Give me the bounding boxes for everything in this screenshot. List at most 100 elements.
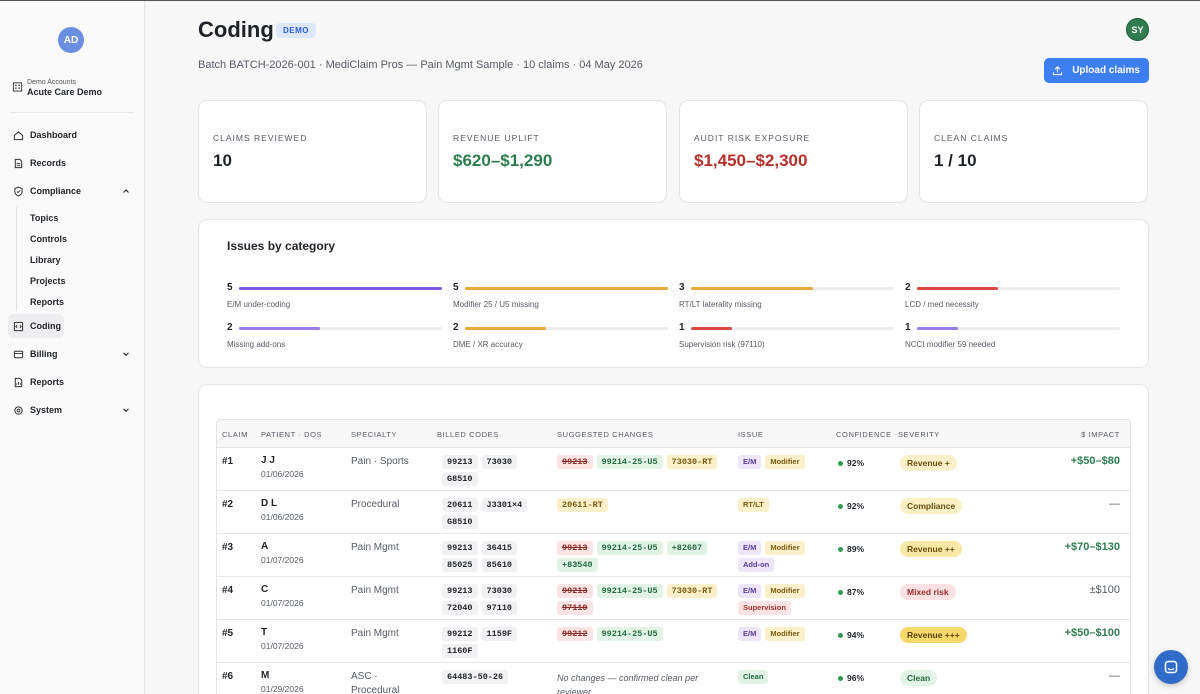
sidebar-subitem-projects[interactable]: Projects [30, 276, 66, 286]
sidebar-subitem-topics[interactable]: Topics [30, 213, 59, 223]
claims-table-card: CLAIM PATIENT · DOS SPECIALTY BILLED COD… [198, 384, 1149, 694]
issue-tag: Clean [738, 670, 769, 684]
billed-codes: 99212 1159F 1160F [442, 627, 552, 658]
issue-bar-fill [691, 327, 732, 330]
sidebar-subitem-library[interactable]: Library [30, 255, 61, 265]
sidebar-subitem-reports[interactable]: Reports [30, 297, 65, 307]
col-impact[interactable]: $ IMPACT [1081, 430, 1120, 439]
date-of-service: 01/07/2026 [261, 641, 304, 651]
issue-count: 5 [453, 282, 459, 293]
confidence: 87% [838, 587, 864, 597]
confidence: 92% [838, 458, 864, 468]
billed-code-chip: 64483-50-26 [442, 670, 509, 684]
batch-subtitle: Batch BATCH-2026-001 · MediClaim Pros — … [198, 59, 643, 71]
billed-code-chip: 1159F [481, 627, 518, 641]
specialty: Pain Mgmt [351, 628, 399, 639]
submenu-guide-line [16, 207, 17, 311]
issue-bar-track [917, 327, 1120, 330]
severity-badge: Revenue +++ [900, 627, 967, 643]
severity-badge: Compliance [900, 498, 963, 514]
stat-value: $1,450–$2,300 [694, 151, 808, 170]
suggested-code-chip: 99214-25-U5 [596, 627, 663, 641]
sidebar-item-coding[interactable]: Coding [8, 314, 64, 338]
claim-number[interactable]: #3 [222, 542, 234, 553]
user-avatar[interactable]: SY [1126, 18, 1149, 41]
issue-label: NCCI modifier 59 needed [905, 340, 996, 349]
issue-bar-fill [465, 327, 547, 330]
date-of-service: 01/06/2026 [261, 512, 304, 522]
chevron-down-icon [123, 408, 129, 413]
claim-number[interactable]: #1 [222, 456, 234, 467]
billed-code-chip: J3301×4 [481, 498, 528, 512]
confidence-dot-icon [838, 675, 843, 681]
sidebar-item-label: Dashboard [30, 130, 78, 140]
col-specialty[interactable]: SPECIALTY [351, 430, 398, 439]
issue-tag: E/M [738, 541, 762, 555]
sidebar-item-label: Coding [30, 321, 61, 331]
table-row[interactable]: #2 D L 01/06/2026 Procedural 20611 J3301×4 G85… [217, 491, 1130, 534]
sidebar-item-label: Compliance [30, 186, 82, 196]
claim-number[interactable]: #2 [222, 499, 234, 510]
patient-name: T [261, 627, 268, 638]
stat-label: CLEAN CLAIMS [934, 133, 1009, 143]
table-row[interactable]: #6 M 01/29/2026 ASC · Procedural 64483-50-26… [217, 663, 1130, 694]
claim-number[interactable]: #4 [222, 585, 234, 596]
col-severity[interactable]: SEVERITY [898, 430, 940, 439]
sidebar-item-records[interactable]: Records [8, 151, 136, 175]
claim-number[interactable]: #5 [222, 628, 234, 639]
col-claim[interactable]: CLAIM [222, 430, 248, 439]
sidebar-item-compliance[interactable]: Compliance [8, 179, 136, 203]
suggested-changes: 99213 99214-25-U5 +82607 +83540 [557, 541, 727, 572]
issue-bar-fill [465, 287, 668, 290]
billed-code-chip: 72040 [442, 601, 478, 615]
billed-code-chip: 73030 [481, 584, 518, 598]
sidebar-item-dashboard[interactable]: Dashboard [8, 123, 136, 147]
col-confidence[interactable]: CONFIDENCE [836, 430, 892, 439]
table-row[interactable]: #3 A 01/07/2026 Pain Mgmt 99213 36415 85025 856… [217, 534, 1130, 577]
table-row[interactable]: #1 J J 01/06/2026 Pain · Sports 99213 73030 G8… [217, 448, 1130, 491]
stat-label: REVENUE UPLIFT [453, 133, 540, 143]
billed-code-chip: 99212 [442, 627, 478, 641]
patient-name: M [261, 670, 270, 681]
suggested-code-chip: +83540 [557, 558, 598, 572]
sidebar-item-label: Billing [30, 349, 58, 359]
issue-tag: RT/LT [738, 498, 769, 512]
confidence-dot-icon [838, 460, 843, 466]
table-row[interactable]: #4 C 01/07/2026 Pain Mgmt 99213 73030 72040 971… [217, 577, 1130, 620]
issue-label: Modifier 25 / U5 missing [453, 300, 539, 309]
issue-label: Supervision risk (97110) [679, 340, 765, 349]
dollar-impact: — [1109, 498, 1120, 510]
table-row[interactable]: #5 T 01/07/2026 Pain Mgmt 99212 1159F 1160F 992… [217, 620, 1130, 663]
issue-count: 1 [679, 322, 685, 333]
upload-icon [1052, 66, 1063, 76]
account-switcher[interactable]: Demo Accounts Acute Care Demo [12, 78, 102, 97]
chat-launcher-button[interactable] [1154, 650, 1188, 684]
demo-badge: DEMO [276, 23, 316, 38]
sidebar-subitem-controls[interactable]: Controls [30, 234, 67, 244]
col-patient-dos[interactable]: PATIENT · DOS [261, 430, 323, 439]
suggested-code-chip: 99213 [557, 584, 593, 598]
patient-name: C [261, 584, 269, 595]
specialty: ASC · Procedural [351, 671, 400, 694]
confidence: 89% [838, 544, 864, 554]
claims-table: CLAIM PATIENT · DOS SPECIALTY BILLED COD… [216, 419, 1131, 694]
issue-tags: Clean [738, 670, 833, 684]
sidebar-item-billing[interactable]: Billing [8, 342, 136, 366]
date-of-service: 01/06/2026 [261, 469, 304, 479]
sidebar-item-label: Reports [30, 377, 65, 387]
issue-bar-fill [239, 327, 321, 330]
sidebar-item-reports[interactable]: Reports [8, 370, 136, 394]
confidence-value: 94% [847, 630, 865, 640]
issue-count: 1 [905, 322, 911, 333]
suggested-code-chip: 73030-RT [666, 584, 718, 598]
upload-claims-button[interactable]: Upload claims [1044, 58, 1149, 83]
col-issue[interactable]: ISSUE [738, 430, 764, 439]
sidebar-item-label: Records [30, 158, 67, 168]
col-billed-codes[interactable]: BILLED CODES [437, 430, 499, 439]
billed-code-chip: G8510 [442, 515, 478, 529]
specialty: Procedural [351, 499, 400, 510]
account-avatar[interactable]: AD [58, 27, 84, 53]
sidebar-item-system[interactable]: System [8, 398, 136, 422]
col-suggested-changes[interactable]: SUGGESTED CHANGES [557, 430, 654, 439]
claim-number[interactable]: #6 [222, 671, 234, 682]
